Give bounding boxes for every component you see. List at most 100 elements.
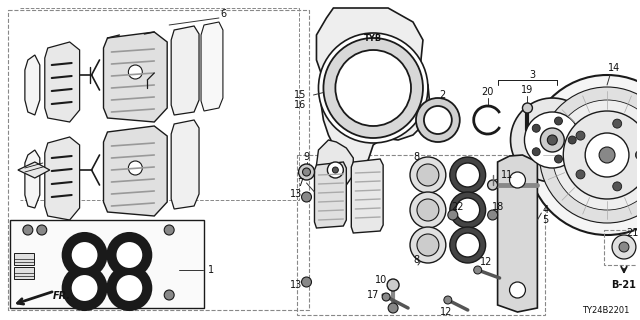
Circle shape xyxy=(410,192,446,228)
Circle shape xyxy=(410,227,446,263)
Circle shape xyxy=(115,241,143,269)
Circle shape xyxy=(619,242,629,252)
Circle shape xyxy=(387,279,399,291)
Text: 11: 11 xyxy=(501,170,514,180)
Polygon shape xyxy=(104,126,167,216)
Polygon shape xyxy=(171,26,199,115)
Circle shape xyxy=(424,106,452,134)
Circle shape xyxy=(488,180,497,190)
Circle shape xyxy=(417,164,439,186)
Circle shape xyxy=(456,163,479,187)
Circle shape xyxy=(63,233,106,277)
Circle shape xyxy=(532,124,540,132)
Circle shape xyxy=(23,225,33,235)
Circle shape xyxy=(129,65,142,79)
Circle shape xyxy=(524,112,580,168)
Circle shape xyxy=(129,161,142,175)
Text: 13: 13 xyxy=(291,189,303,199)
Text: FR.: FR. xyxy=(52,291,70,301)
Circle shape xyxy=(554,117,563,125)
Polygon shape xyxy=(25,55,40,115)
Circle shape xyxy=(164,225,174,235)
Text: 4: 4 xyxy=(542,205,548,215)
Polygon shape xyxy=(314,162,346,228)
Polygon shape xyxy=(104,32,167,122)
Circle shape xyxy=(456,198,479,222)
Text: B-21: B-21 xyxy=(612,280,636,290)
Polygon shape xyxy=(25,150,40,208)
Circle shape xyxy=(335,50,411,126)
Circle shape xyxy=(417,199,439,221)
Circle shape xyxy=(303,168,310,176)
Text: 17: 17 xyxy=(367,290,380,300)
Circle shape xyxy=(450,227,486,263)
Circle shape xyxy=(301,277,312,287)
Circle shape xyxy=(323,38,423,138)
Text: 8: 8 xyxy=(413,152,419,162)
Polygon shape xyxy=(45,42,79,122)
Text: 22: 22 xyxy=(452,202,464,212)
Circle shape xyxy=(527,75,640,235)
Circle shape xyxy=(332,46,415,130)
Circle shape xyxy=(636,150,640,159)
Text: 12: 12 xyxy=(440,307,452,317)
Circle shape xyxy=(547,135,557,145)
Circle shape xyxy=(416,98,460,142)
Circle shape xyxy=(450,157,486,193)
Circle shape xyxy=(563,111,640,199)
Bar xyxy=(296,155,545,315)
Circle shape xyxy=(115,274,143,302)
Bar xyxy=(14,253,34,265)
Polygon shape xyxy=(171,120,199,209)
Circle shape xyxy=(511,98,594,182)
Circle shape xyxy=(388,303,398,313)
Text: 2: 2 xyxy=(440,90,446,100)
Circle shape xyxy=(474,266,482,274)
Text: 9: 9 xyxy=(303,152,310,162)
Circle shape xyxy=(70,274,99,302)
Text: 15: 15 xyxy=(294,90,307,100)
Circle shape xyxy=(332,167,339,173)
Circle shape xyxy=(540,128,564,152)
Polygon shape xyxy=(201,22,223,111)
Text: 21: 21 xyxy=(627,228,639,238)
Circle shape xyxy=(540,87,640,223)
Bar xyxy=(604,230,640,265)
Text: 5: 5 xyxy=(542,215,548,225)
Circle shape xyxy=(576,131,585,140)
Polygon shape xyxy=(45,137,79,220)
Text: 20: 20 xyxy=(481,87,494,97)
Text: 13: 13 xyxy=(291,280,303,290)
Circle shape xyxy=(612,182,621,191)
Circle shape xyxy=(456,233,479,257)
Circle shape xyxy=(164,290,174,300)
Circle shape xyxy=(552,100,640,210)
Circle shape xyxy=(599,147,615,163)
Circle shape xyxy=(509,282,525,298)
Text: 18: 18 xyxy=(492,202,504,212)
Circle shape xyxy=(576,170,585,179)
Circle shape xyxy=(612,119,621,128)
Circle shape xyxy=(410,157,446,193)
Circle shape xyxy=(298,164,314,180)
Text: 7: 7 xyxy=(298,178,303,188)
Circle shape xyxy=(444,296,452,304)
Text: 1: 1 xyxy=(208,265,214,275)
Text: 12: 12 xyxy=(479,257,492,267)
Circle shape xyxy=(346,60,401,116)
Circle shape xyxy=(319,33,428,143)
Text: 10: 10 xyxy=(375,275,387,285)
Polygon shape xyxy=(497,155,538,312)
Circle shape xyxy=(417,234,439,256)
Text: 8: 8 xyxy=(413,255,419,265)
Circle shape xyxy=(612,235,636,259)
Circle shape xyxy=(488,210,497,220)
Text: 3: 3 xyxy=(529,70,536,80)
Text: TYB: TYB xyxy=(364,34,382,43)
Circle shape xyxy=(509,172,525,188)
Circle shape xyxy=(448,210,458,220)
Polygon shape xyxy=(18,162,50,178)
Circle shape xyxy=(568,136,576,144)
Circle shape xyxy=(554,155,563,163)
Circle shape xyxy=(301,192,312,202)
